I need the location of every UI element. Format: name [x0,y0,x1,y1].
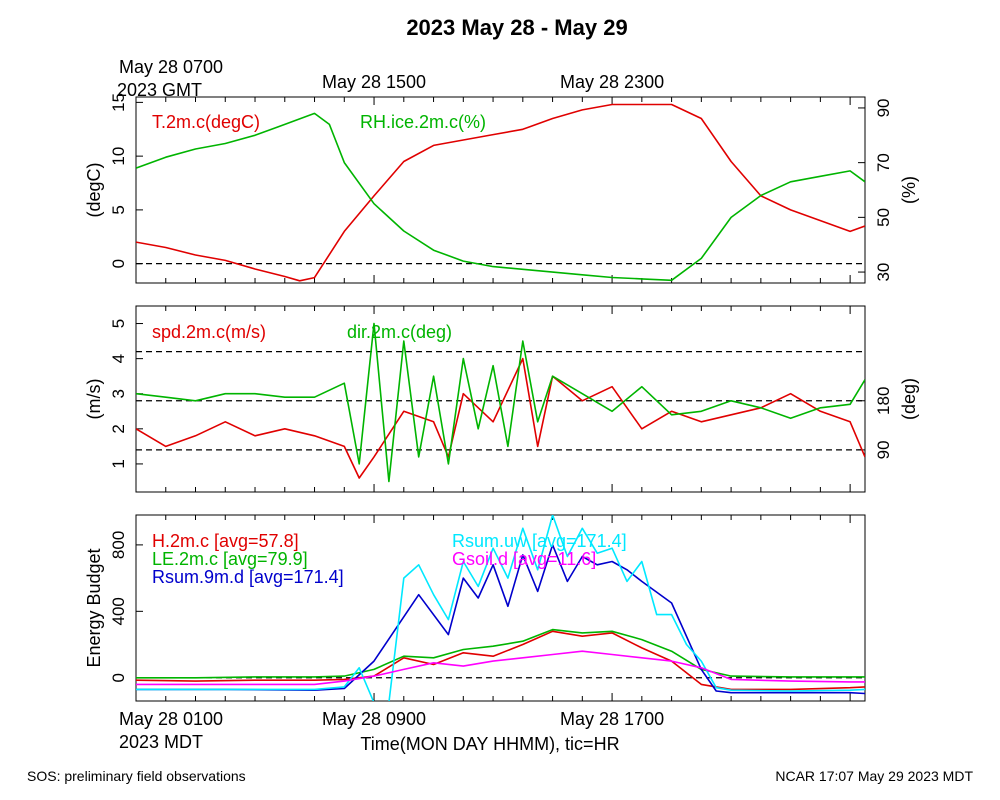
footer-right: NCAR 17:07 May 29 2023 MDT [775,768,973,784]
x-axis-label: Time(MON DAY HHMM), tic=HR [360,734,619,754]
series-line-green [136,112,865,282]
y-tick-label: 5 [109,205,128,214]
y-tick-label-right: 180 [874,387,893,415]
series-group [136,515,865,701]
legend-entry: H.2m.c [avg=57.8] [152,531,299,551]
y-tick-label: 0 [109,673,128,682]
panel-wind: 1 2 3 4 5 (m/s) 90 180 (deg) spd.2m.c(m/s) dir.2m.… [84,305,919,493]
y-axis-label: (degC) [84,162,104,217]
y-tick-label-right: 90 [874,98,893,117]
series-line-magenta [136,650,865,686]
y-tick-label: 1 [109,459,128,468]
y-tick-label: 0 [109,259,128,268]
series-group [136,103,865,282]
y-axis-label: (m/s) [84,379,104,420]
series-group [136,322,865,483]
bottom-axis-label: 2023 MDT [119,732,203,752]
plot-frame [135,514,866,702]
y-tick-label: 3 [109,389,128,398]
legend-entry: Gsoil.d [avg=11.6] [452,549,596,569]
y-tick-label: 10 [109,147,128,166]
y-tick-label: 15 [109,93,128,112]
series-line-red [136,357,865,479]
y-tick-label-right: 50 [874,208,893,227]
y-tick-label: 2 [109,424,128,433]
top-axis-label: May 28 0700 [119,57,223,77]
footer-left: SOS: preliminary field observations [27,768,246,784]
series-line-green [136,628,865,679]
y-tick-label-right: 70 [874,153,893,172]
top-axis-label: May 28 1500 [322,72,426,92]
panel-temperature-humidity: 0 5 10 15 (degC) 30 50 70 90 (%) T.2m.c(degC) RH.ic… [84,93,919,284]
plot-frame [135,96,866,284]
legend-entry: spd.2m.c(m/s) [152,322,266,342]
y-tick-label: 800 [109,531,128,559]
y-axis-label: Energy Budget [84,548,104,667]
series-line-blue [136,544,865,695]
y-tick-label-right: 30 [874,263,893,282]
top-axis-label: 2023 GMT [117,80,202,100]
legend-entry: LE.2m.c [avg=79.9] [152,549,308,569]
y-tick-label: 400 [109,597,128,625]
panel-energy-budget: 0 400 800 Energy Budget H.2m.c [avg=57.8]LE.… [84,514,866,702]
plot-frame [135,305,866,493]
bottom-axis-label: May 28 1700 [560,709,664,729]
legend-entry: T.2m.c(degC) [152,112,260,132]
series-line-cyan [136,515,865,701]
legend-entry: RH.ice.2m.c(%) [360,112,486,132]
series-line-red [136,103,865,282]
y-tick-label: 4 [109,354,128,363]
legend-entry: Rsum.uw [avg=171.4] [452,531,627,551]
legend-entry: Rsum.9m.d [avg=171.4] [152,567,344,587]
y-axis-label-right: (deg) [899,378,919,420]
bottom-axis-label: May 28 0100 [119,709,223,729]
bottom-axis-label: May 28 0900 [322,709,426,729]
y-tick-label: 5 [109,319,128,328]
y-tick-label-right: 90 [874,440,893,459]
chart-title: 2023 May 28 - May 29 [406,15,627,40]
legend-entry: dir.2m.c(deg) [347,322,452,342]
y-axis-label-right: (%) [899,176,919,204]
top-axis-label: May 28 2300 [560,72,664,92]
series-line-green [136,322,865,483]
